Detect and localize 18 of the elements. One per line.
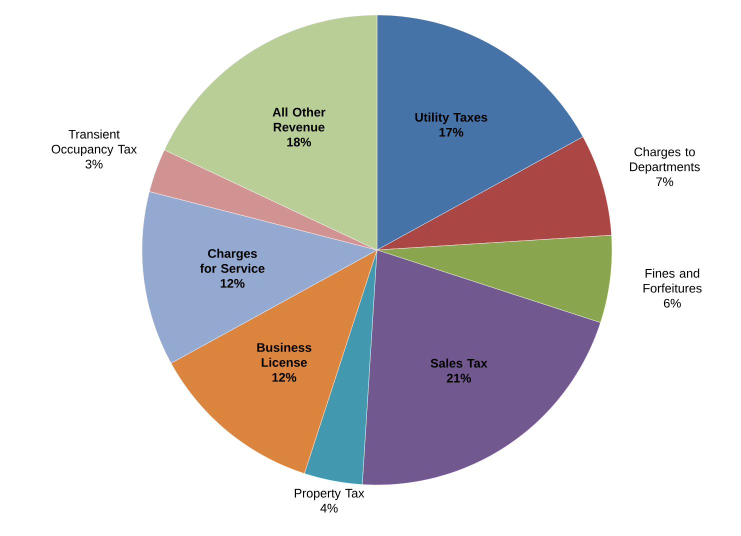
data-label: 4% [320,504,338,513]
data-label: 18% [287,138,312,146]
data-label: 17% [439,128,464,137]
slice-label: Transient Occupancy Tax [52,129,137,156]
slice-label: Charges for Service [200,248,265,273]
data-label: 6% [664,298,681,308]
slice-label: Sales Tax [430,358,488,368]
slice-label: All Other Revenue [272,107,326,132]
data-label: 7% [656,177,674,186]
slice-label: Property Tax [294,488,364,500]
slice-label: Charges to Departments [630,147,700,174]
slice-label: Fines and Forfeitures [644,268,702,293]
data-label: 12% [272,372,296,382]
slice-label: Business License [257,342,312,367]
data-label: 3% [86,160,103,169]
data-label: 12% [220,278,245,288]
slice-label: Utility Taxes [415,112,488,124]
data-label: 21% [446,374,472,383]
